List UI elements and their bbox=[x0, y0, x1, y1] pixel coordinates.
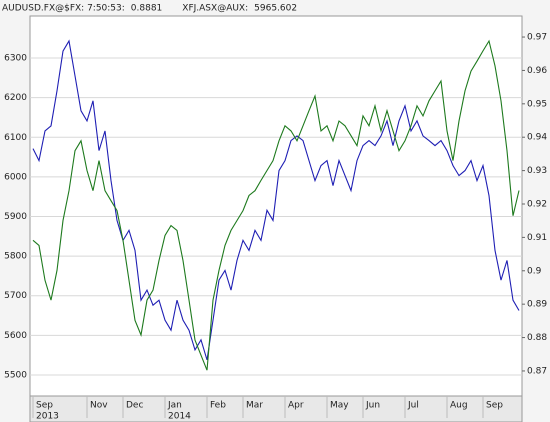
x-tick-label: Nov bbox=[90, 401, 108, 411]
y2-tick-label: 0.87 bbox=[527, 366, 547, 376]
x-tick-label: Sep bbox=[36, 401, 53, 411]
legend-label: XFJ.ASX@AUX: bbox=[182, 4, 248, 14]
y2-tick-label: 0.88 bbox=[527, 333, 547, 343]
y-tick-label: 6000 bbox=[4, 172, 27, 182]
y-tick-label: 5700 bbox=[4, 291, 27, 301]
y-tick-label: 5600 bbox=[4, 331, 27, 341]
y-tick-label: 6100 bbox=[4, 133, 27, 143]
x-tick-label: Jan bbox=[167, 401, 182, 411]
series-line bbox=[32, 39, 520, 361]
y-tick-label: 5500 bbox=[4, 370, 27, 380]
y2-tick-label: 0.92 bbox=[527, 199, 547, 209]
x-tick-label: Jun bbox=[365, 401, 380, 411]
legend-value: 5965.602 bbox=[254, 4, 297, 14]
y-tick-label: 5800 bbox=[4, 252, 27, 262]
x-tick-label: Feb bbox=[210, 401, 226, 411]
y2-tick-label: 0.94 bbox=[527, 133, 547, 143]
y2-tick-label: 0.91 bbox=[527, 233, 547, 243]
y-tick-label: 5900 bbox=[4, 212, 27, 222]
legend-label: AUDUSD.FX@$FX: 7:50:53: bbox=[2, 4, 125, 14]
x-tick-label: Apr bbox=[288, 401, 304, 411]
y2-tick-label: 0.93 bbox=[527, 166, 547, 176]
x-tick-label: Sep bbox=[486, 401, 503, 411]
x-tick-label: May bbox=[330, 401, 349, 411]
y-tick-label: 6300 bbox=[4, 54, 27, 64]
series-line bbox=[32, 39, 520, 371]
x-tick-label: Jul bbox=[407, 401, 419, 411]
plot-area bbox=[29, 15, 523, 397]
y2-tick-label: 0.95 bbox=[527, 99, 547, 109]
x-tick-label: Mar bbox=[246, 401, 263, 411]
y2-tick-label: 0.9 bbox=[527, 266, 542, 276]
x-tick-label: Dec bbox=[126, 401, 143, 411]
y2-tick-label: 0.89 bbox=[527, 300, 547, 310]
x-tick-label: Aug bbox=[450, 401, 468, 411]
y2-tick-label: 0.97 bbox=[527, 33, 547, 43]
x-axis-band bbox=[29, 395, 523, 422]
y-tick-label: 6200 bbox=[4, 93, 27, 103]
year-label: 2014 bbox=[168, 412, 191, 422]
y2-tick-label: 0.96 bbox=[527, 66, 547, 76]
year-label: 2013 bbox=[36, 412, 59, 422]
legend-value: 0.8881 bbox=[131, 4, 163, 14]
